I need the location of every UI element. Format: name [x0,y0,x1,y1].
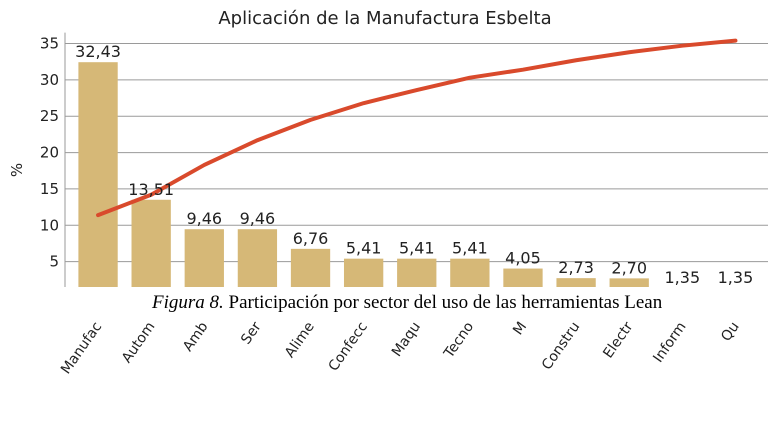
y-tick-label: 20 [40,144,59,162]
data-label: 2,70 [611,258,647,277]
y-tick-label: 10 [40,216,59,234]
bar [237,229,278,298]
data-label: 32,43 [75,42,121,61]
x-tick-label: Electr [600,319,636,361]
y-tick-label: 35 [40,35,59,53]
data-label: 2,73 [558,258,594,277]
x-tick-label: Tecno [441,319,478,362]
x-tick-label: Confecc [326,319,371,374]
chart-title: Aplicación de la Manufactura Esbelta [218,8,551,29]
caption-label: Figura 8. [151,292,224,313]
x-tick-label: Qu [718,319,743,344]
data-label: 5,41 [399,239,435,258]
data-label: 1,35 [718,268,754,287]
bar [131,199,171,298]
y-tick-label: 15 [40,180,59,198]
caption-background [0,287,772,320]
data-label: 1,35 [665,268,701,287]
bar [78,62,118,299]
data-label: 9,46 [240,209,276,228]
x-tick-label: Manufac [58,319,105,377]
y-tick-label: 30 [40,71,59,89]
data-label: 9,46 [186,209,222,228]
x-tick-label: Amb [180,319,212,355]
x-tick-label: Constru [539,319,583,373]
x-tick-label: Ser [238,319,265,347]
x-tick-label: Alime [282,319,318,361]
caption: Figura 8. Participación por sector del u… [151,292,663,313]
bar [184,229,224,298]
data-label: 5,41 [346,239,382,258]
y-tick-label: 5 [49,253,59,271]
x-tick-label: M [510,319,530,338]
y-tick-label: 25 [40,107,59,125]
x-tick-label: Maqu [389,319,424,360]
x-tick-label: Inform [650,319,689,366]
data-label: 13,51 [128,180,174,199]
x-tick-label: Autom [119,319,159,366]
data-label: 6,76 [293,229,329,248]
data-label: 5,41 [452,239,488,258]
data-label: 4,05 [505,249,541,268]
cumulative-line [96,38,738,218]
caption-text: Participación por sector del uso de las … [224,292,663,313]
y-axis-label: % [8,163,26,177]
